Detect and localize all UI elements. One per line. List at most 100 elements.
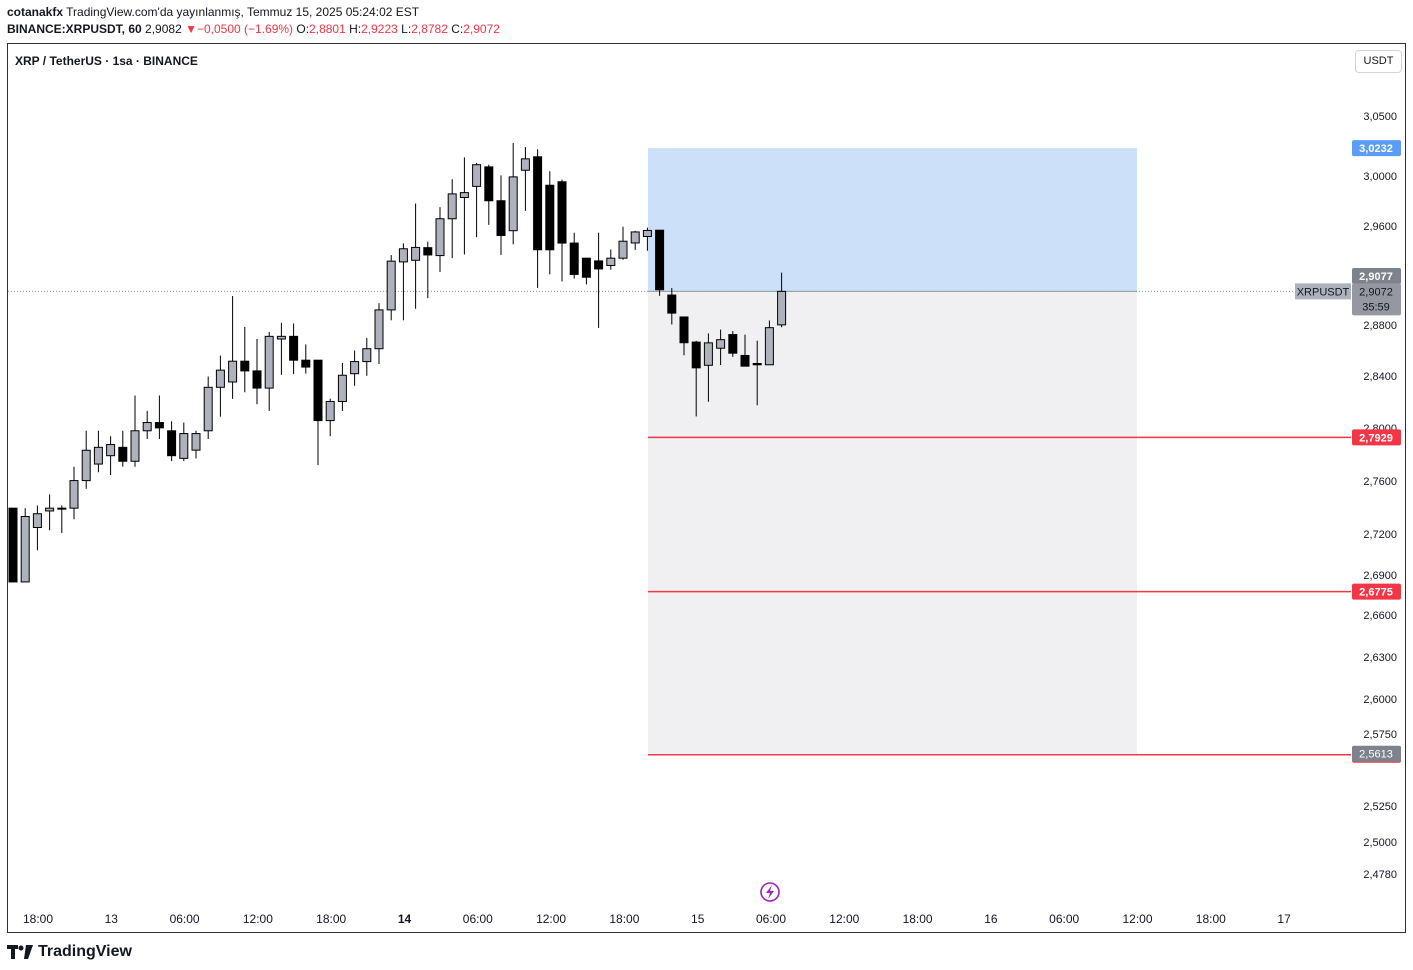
high-value: 2,9223: [361, 22, 398, 36]
candle-body: [752, 363, 762, 366]
time-axis-label: 12:00: [1122, 912, 1152, 926]
stop-zone: [648, 291, 1137, 754]
high-price-tag-text: 2,9077: [1359, 271, 1393, 283]
candle-body: [423, 247, 433, 256]
candle: [594, 232, 604, 328]
candle-body: [32, 513, 42, 529]
candle-body: [45, 507, 55, 512]
publish-info: cotanakfx TradingView.com'da yayınlanmış…: [7, 5, 419, 19]
time-axis-label: 18:00: [23, 912, 53, 926]
time-axis-label: 18:00: [903, 912, 933, 926]
candle: [289, 323, 299, 375]
high-label: H:: [349, 22, 362, 36]
candle: [496, 175, 506, 255]
price-axis-label: 2,5250: [1363, 801, 1397, 813]
candle: [301, 344, 311, 374]
price-axis-label: 2,7200: [1363, 529, 1397, 541]
current-price-tag: [1352, 283, 1401, 316]
candle-body: [728, 334, 738, 354]
candle: [606, 249, 616, 270]
candle-body: [642, 229, 652, 238]
candle: [325, 398, 335, 437]
low-label: L:: [401, 22, 412, 36]
candle-body: [106, 444, 116, 457]
time-axis-label: 18:00: [609, 912, 639, 926]
price-axis-label: 2,6300: [1363, 652, 1397, 664]
time-axis-label: 18:00: [1196, 912, 1226, 926]
symbol-title: XRP / TetherUS · 1sa · BINANCE: [15, 54, 198, 68]
candle-body: [8, 507, 18, 583]
candle-body: [703, 342, 713, 366]
candle: [191, 430, 201, 459]
price-level-tag-text: 2,7929: [1359, 432, 1393, 444]
candle-body: [313, 359, 323, 422]
candle-body: [557, 181, 567, 244]
price-axis-label: 2,9600: [1363, 221, 1397, 233]
candle-body: [191, 433, 201, 451]
time-axis-label: 14: [398, 912, 412, 926]
candle-body: [520, 158, 530, 171]
candle: [8, 507, 18, 583]
candle: [630, 230, 640, 250]
candle-body: [350, 361, 360, 375]
candle-body: [655, 229, 665, 291]
candle-body: [667, 294, 677, 314]
candle-body: [581, 257, 591, 278]
candle: [618, 226, 628, 260]
candle-body: [276, 335, 286, 340]
time-axis-label: 12:00: [536, 912, 566, 926]
candle: [106, 436, 116, 476]
candle-body: [179, 433, 189, 459]
price-level-tag: [1352, 583, 1401, 600]
candle: [45, 494, 55, 531]
author-name[interactable]: cotanakfx: [7, 5, 64, 19]
candle: [240, 326, 250, 393]
chart-frame[interactable]: [7, 43, 1406, 933]
currency-button[interactable]: USDT: [1355, 50, 1402, 73]
candle: [20, 508, 30, 583]
candle-body: [20, 516, 30, 583]
candle-body: [130, 430, 140, 462]
candle-body: [764, 327, 774, 366]
candle: [472, 163, 482, 238]
price-axis-label: 2,5750: [1363, 729, 1397, 741]
candle: [459, 157, 469, 255]
candle-body: [435, 218, 445, 257]
candle: [264, 331, 274, 411]
open-label: O:: [296, 22, 310, 36]
current-price-tag-text: 2,9072: [1359, 286, 1393, 298]
candle-body: [545, 184, 555, 251]
candle: [350, 350, 360, 386]
candle-body: [301, 359, 311, 368]
time-axis-label: 06:00: [756, 912, 786, 926]
symbol-tag-text: XRPUSDT: [1297, 286, 1350, 298]
candle-body: [618, 240, 628, 259]
candle: [313, 359, 323, 466]
candle-body: [533, 156, 543, 251]
candle: [655, 229, 665, 296]
candle-body: [167, 430, 177, 457]
target-price-tag-text: 3,0232: [1359, 143, 1393, 155]
candle: [581, 257, 591, 285]
time-axis-label: 12:00: [829, 912, 859, 926]
candle-body: [484, 166, 494, 202]
candle: [752, 340, 762, 406]
candle-body: [447, 193, 457, 220]
time-axis-label: 15: [691, 912, 705, 926]
candle: [557, 179, 567, 282]
price-axis-label: 2,6000: [1363, 694, 1397, 706]
price-level-tag: [1352, 429, 1401, 446]
time-axis-label: 13: [105, 912, 119, 926]
candle-body: [142, 422, 152, 432]
candle: [545, 171, 555, 275]
candle: [398, 243, 408, 321]
candle: [777, 272, 787, 328]
candle-body: [154, 422, 164, 429]
candle-body: [264, 335, 274, 389]
open-value: 2,8801: [309, 22, 346, 36]
candle-body: [374, 309, 384, 350]
candle: [411, 203, 421, 309]
price-axis-label: 2,7600: [1363, 476, 1397, 488]
lightning-icon: [760, 882, 780, 902]
